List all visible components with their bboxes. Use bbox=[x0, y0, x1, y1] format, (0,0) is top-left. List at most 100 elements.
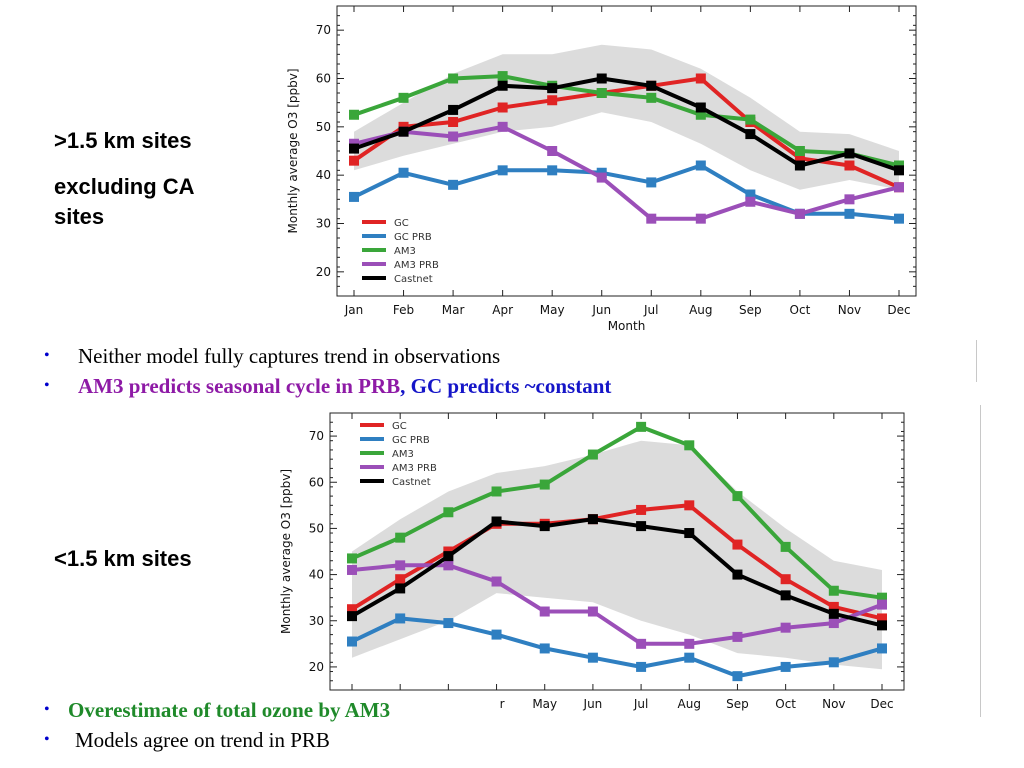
data-point-gc-prb bbox=[646, 177, 657, 188]
x-tick-label: Aug bbox=[689, 303, 712, 317]
data-point-am3 bbox=[794, 146, 805, 156]
x-tick-label: May bbox=[540, 303, 565, 317]
legend-label: GC bbox=[392, 421, 407, 432]
data-point-gc-prb bbox=[547, 165, 558, 176]
series-line-castnet bbox=[353, 76, 900, 173]
data-point-am3 bbox=[636, 421, 647, 432]
data-point-am3 bbox=[780, 541, 791, 552]
data-point-am3 bbox=[695, 109, 706, 120]
data-point-gc-prb bbox=[443, 618, 454, 629]
data-point-gc-prb bbox=[695, 160, 706, 171]
data-point-gc-prb bbox=[398, 167, 409, 178]
x-tick-label: Oct bbox=[790, 303, 811, 317]
legend-label: Castnet bbox=[392, 477, 431, 488]
y-axis-title: Monthly average O3 [ppbv] bbox=[279, 469, 293, 634]
data-point-castnet bbox=[587, 514, 598, 525]
data-point-gc bbox=[349, 155, 359, 166]
data-point-gc-prb bbox=[448, 179, 459, 190]
data-point-castnet bbox=[497, 80, 508, 91]
data-point-gc bbox=[636, 504, 647, 515]
bullet-item: • Neither model fully captures trend in … bbox=[44, 341, 611, 371]
data-point-gc-prb bbox=[844, 208, 855, 219]
data-point-am3-prb bbox=[828, 618, 839, 629]
y-tick-label: 50 bbox=[316, 120, 331, 134]
data-point-castnet bbox=[780, 590, 791, 601]
bullet-text-overestimate: Overestimate of total ozone by AM3 bbox=[68, 698, 391, 722]
bullet-text: Models agree on trend in PRB bbox=[75, 728, 330, 752]
right-divider-bottom bbox=[980, 405, 981, 717]
top-bullet-list: • Neither model fully captures trend in … bbox=[44, 341, 611, 401]
data-point-am3 bbox=[745, 114, 756, 125]
series-line-am3 bbox=[351, 424, 883, 600]
data-point-gc bbox=[497, 102, 508, 113]
x-tick-label: Jun bbox=[583, 697, 603, 711]
data-point-am3 bbox=[443, 507, 454, 518]
series-line-gc bbox=[350, 503, 883, 621]
bullet-text: Neither model fully captures trend in ob… bbox=[78, 344, 501, 368]
series-line-gc bbox=[352, 76, 900, 190]
data-point-gc-prb bbox=[745, 189, 756, 200]
y-tick-label: 60 bbox=[309, 475, 324, 489]
data-point-am3-prb bbox=[547, 146, 558, 156]
data-point-am3 bbox=[587, 449, 598, 460]
data-point-castnet bbox=[539, 521, 550, 532]
data-point-gc-prb bbox=[828, 657, 839, 668]
x-tick-label: Nov bbox=[838, 303, 861, 317]
data-point-am3-prb bbox=[894, 182, 904, 193]
legend-label: AM3 PRB bbox=[392, 463, 437, 474]
data-point-castnet bbox=[636, 521, 647, 532]
data-point-castnet bbox=[877, 620, 887, 631]
data-point-castnet bbox=[732, 569, 743, 580]
data-point-am3-prb bbox=[596, 172, 607, 183]
data-point-castnet bbox=[596, 73, 607, 84]
data-point-gc-prb bbox=[636, 661, 647, 672]
data-point-gc bbox=[695, 73, 706, 84]
y-tick-label: 30 bbox=[316, 217, 331, 231]
data-point-am3-prb bbox=[491, 576, 502, 587]
data-point-castnet bbox=[347, 611, 357, 622]
x-tick-label: Apr bbox=[492, 303, 513, 317]
legend-label: Castnet bbox=[394, 274, 433, 285]
data-point-am3 bbox=[732, 491, 743, 502]
data-point-gc bbox=[828, 601, 839, 612]
right-divider-top bbox=[976, 340, 977, 382]
y-tick-label: 70 bbox=[316, 23, 331, 37]
data-point-am3-prb bbox=[443, 560, 454, 571]
data-point-castnet bbox=[395, 583, 406, 594]
data-point-am3-prb bbox=[448, 131, 459, 142]
data-point-am3-prb bbox=[695, 213, 706, 224]
data-point-am3 bbox=[497, 71, 508, 82]
y-tick-label: 40 bbox=[316, 168, 331, 182]
bullet-icon: • bbox=[44, 347, 50, 364]
x-tick-label: Jan bbox=[344, 303, 364, 317]
data-point-gc bbox=[844, 160, 855, 171]
data-point-gc-prb bbox=[349, 191, 359, 202]
data-point-am3 bbox=[684, 440, 695, 451]
data-point-castnet bbox=[491, 516, 502, 527]
legend-label: AM3 bbox=[394, 246, 416, 257]
y-axis-title: Monthly average O3 [ppbv] bbox=[286, 68, 300, 233]
x-tick-label: Jun bbox=[591, 303, 611, 317]
x-tick-label: r bbox=[500, 697, 505, 711]
data-point-castnet bbox=[646, 80, 657, 91]
data-point-gc-prb bbox=[395, 613, 406, 624]
bullet-icon: • bbox=[44, 731, 50, 748]
bullet-item: • Models agree on trend in PRB bbox=[44, 725, 390, 755]
data-point-gc-prb bbox=[587, 652, 598, 663]
x-tick-label: May bbox=[532, 697, 557, 711]
series-line-am3-prb bbox=[353, 124, 900, 221]
bullet-text-gc: , GC predicts ~constant bbox=[400, 374, 612, 398]
data-point-gc bbox=[780, 574, 791, 585]
data-point-castnet bbox=[547, 83, 558, 94]
legend-label: GC PRB bbox=[392, 435, 430, 446]
data-point-am3-prb bbox=[877, 599, 887, 610]
x-tick-label: Sep bbox=[726, 697, 749, 711]
data-point-am3-prb bbox=[587, 606, 598, 617]
data-point-am3 bbox=[877, 592, 887, 603]
observation-range-band bbox=[354, 44, 899, 190]
series-line-am3-prb bbox=[351, 563, 883, 646]
data-point-gc-prb bbox=[894, 213, 904, 224]
legend-label: GC PRB bbox=[394, 232, 432, 243]
x-tick-label: Sep bbox=[739, 303, 762, 317]
legend-label: GC bbox=[394, 218, 409, 229]
